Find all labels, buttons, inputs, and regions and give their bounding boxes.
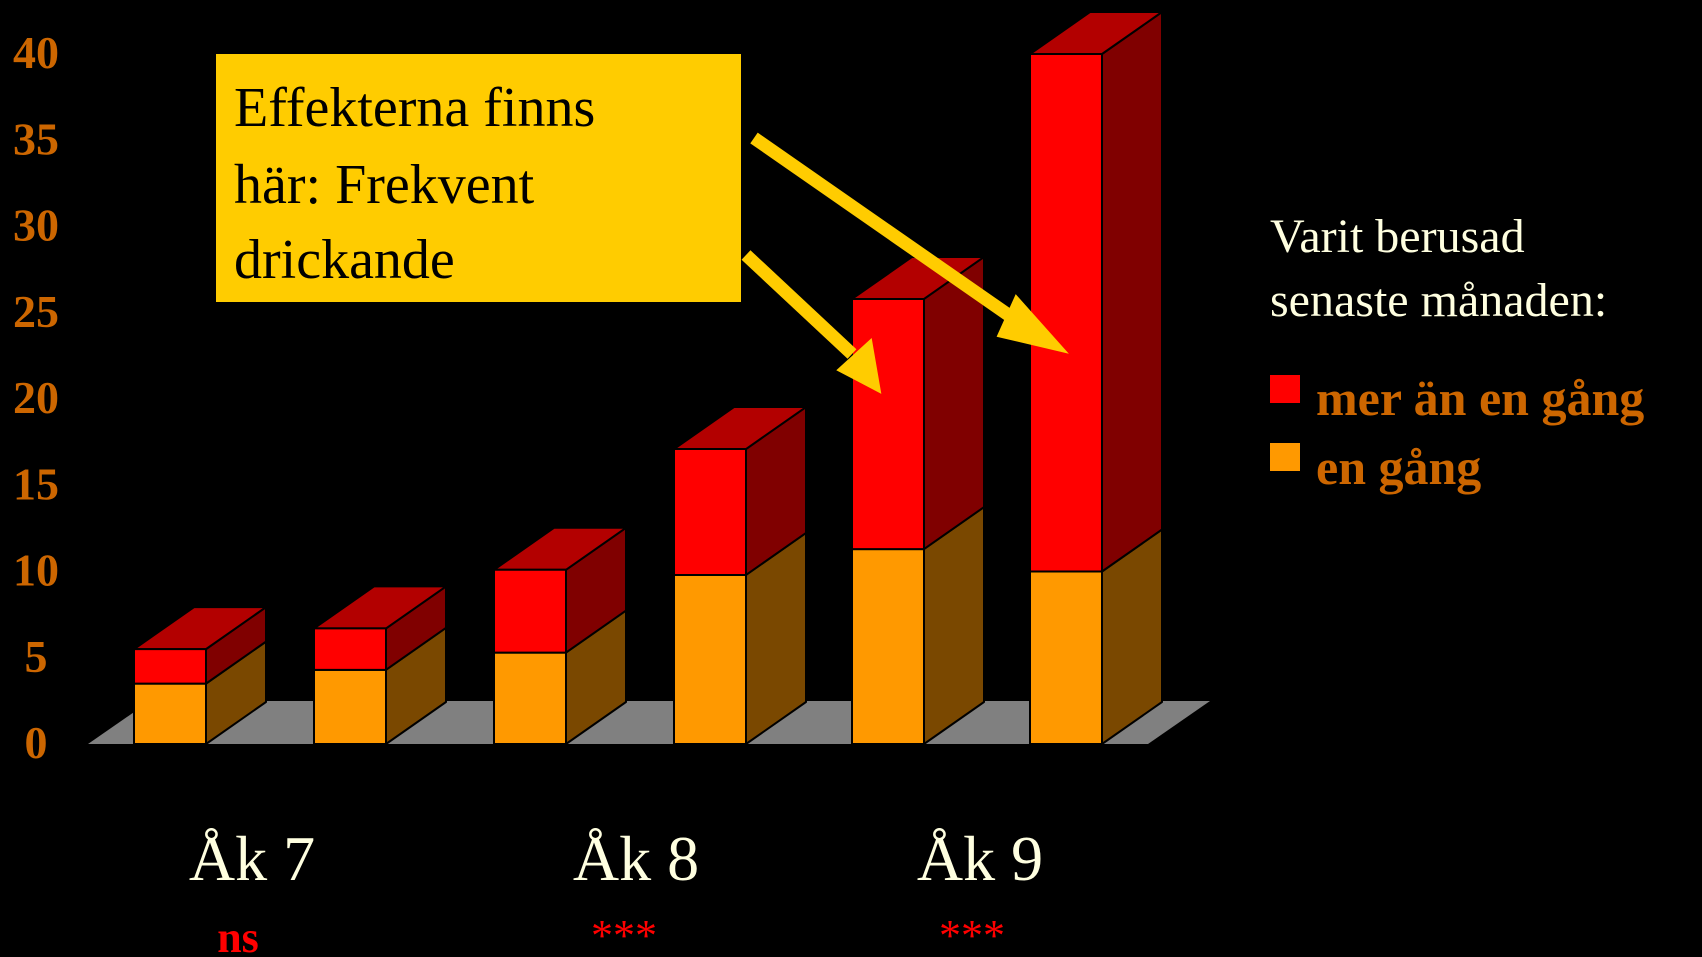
bar-en-gang-front (493, 651, 567, 745)
arrow-head-ak9-left (836, 338, 882, 394)
y-tick-label: 30 (13, 200, 59, 251)
legend-swatch-en-gang (1270, 443, 1300, 471)
callout-arrows (741, 132, 1069, 394)
significance-ak9: *** (939, 911, 1005, 957)
y-tick-label: 0 (25, 717, 48, 768)
legend-title-line-2: senaste månaden: (1270, 274, 1607, 327)
bar-mer-front (133, 648, 207, 685)
callout-box (216, 54, 741, 302)
callout-line-2: här: Frekvent (234, 154, 535, 216)
legend-label-mer-an-en-gang: mer än en gång (1316, 370, 1644, 426)
callout-line-1: Effekterna finns (234, 77, 595, 139)
y-tick-label: 40 (13, 27, 59, 78)
bar-mer-front (1029, 53, 1103, 573)
significance-ak7: ns (217, 913, 259, 957)
y-tick-label: 35 (13, 113, 59, 164)
legend-swatch-mer-an-en-gang (1270, 375, 1300, 403)
bars (133, 11, 1163, 745)
bar-mer-front (673, 448, 747, 576)
arrow-to-ak9-left (741, 250, 857, 359)
bar-mer-front (313, 627, 387, 671)
bar-mer-side (923, 255, 985, 551)
y-tick-label: 25 (13, 286, 59, 337)
y-tick-label: 10 (13, 545, 59, 596)
significance-ak8: *** (591, 911, 657, 957)
y-tick-label: 5 (25, 631, 48, 682)
group-label-ak8: Åk 8 (573, 823, 699, 894)
y-tick-label: 20 (13, 372, 59, 423)
bar-mer-side (1101, 11, 1163, 573)
y-tick-label: 15 (13, 458, 59, 509)
legend-label-en-gang: en gång (1316, 439, 1481, 495)
bar-en-gang-front (313, 668, 387, 745)
bar-mer-front (851, 297, 925, 551)
bar-en-gang-front (1029, 570, 1103, 745)
callout-line-3: drickande (234, 229, 455, 291)
y-axis-ticks: 0 5 10 15 20 25 30 35 40 (13, 27, 59, 768)
bar-en-gang-front (673, 573, 747, 745)
bar-en-gang-front (133, 682, 207, 745)
arrow-head-ak9-right (996, 294, 1069, 354)
bar-en-gang-front (851, 548, 925, 745)
group-label-ak9: Åk 9 (917, 823, 1043, 894)
group-label-ak7: Åk 7 (189, 823, 315, 894)
arrow-to-ak9-right (750, 132, 1034, 336)
bar-mer-front (493, 568, 567, 654)
legend-title-line-1: Varit berusad (1270, 210, 1525, 263)
